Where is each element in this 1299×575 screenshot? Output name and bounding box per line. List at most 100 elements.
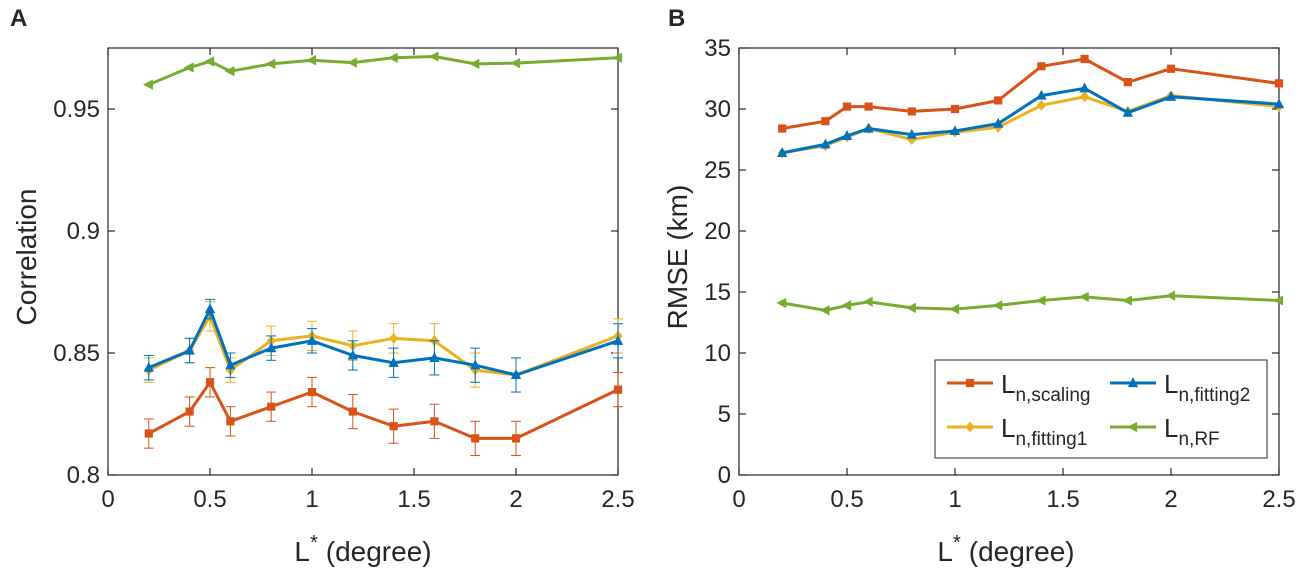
x-tick-label: 2.5 [1262,486,1295,513]
data-point-scaling [307,387,317,397]
series-line-rf [148,55,619,86]
series-line-fitting1 [148,314,619,377]
data-point-scaling [144,429,153,438]
data-point-fitting2 [306,335,318,345]
data-point-scaling [1037,62,1046,71]
y-tick-label: 5 [718,401,731,428]
series-line-fitting2 [781,86,1280,155]
y-tick-label: 0 [718,462,731,489]
axes-box [738,47,1280,476]
y-tick-label: 0.8 [67,462,100,489]
y-tick-label: 15 [704,279,731,306]
data-point-scaling [1123,78,1132,87]
data-point-rf [906,302,916,314]
series-rf [776,290,1284,316]
legend-box [934,359,1268,459]
data-point-rf [992,300,1003,311]
data-point-rf [776,297,787,309]
data-point-scaling [994,96,1003,105]
x-tick-label: 0 [732,486,745,513]
panel-a-xlabel-sup: * [310,532,318,554]
x-tick-label: 2 [509,486,522,513]
data-point-fitting2 [266,342,277,353]
panel-b-ylabel: RMSE (km) [662,185,693,330]
data-point-scaling [205,378,215,387]
x-tick-label: 1.5 [1046,486,1079,513]
legend-marker-scaling [965,378,975,388]
data-point-rf [143,79,153,90]
legend-marker-rf [1127,421,1138,433]
legend-marker-fitting1 [965,421,975,433]
x-tick-label: 0.5 [830,486,863,513]
series-line-fitting2 [148,307,619,377]
legend-entry-rf: Ln,RF [1110,413,1220,450]
data-point-fitting2 [1273,98,1285,109]
data-point-scaling [907,107,916,116]
data-point-scaling [778,124,787,133]
x-tick-label: 0 [101,486,114,513]
legend-entry-fitting1: Ln,fitting1 [947,413,1087,450]
panel-b: B 0 0.5 1 1.5 2 2.5 0 5 10 15 20 25 30 35 RMSE (km) L… [662,5,1296,567]
series-fitting2 [777,82,1285,158]
panel-b-xlabel-text: (degree) [969,536,1075,567]
data-point-rf [183,62,194,73]
x-tick-label: 1.5 [397,486,430,513]
data-point-scaling [1274,79,1284,88]
legend-label-scaling: Ln,scaling [1001,369,1090,406]
x-tick-label: 0.5 [193,486,226,513]
data-point-scaling [348,407,357,416]
data-point-fitting2 [820,138,831,149]
data-point-rf [1122,295,1132,306]
data-point-rf [510,57,521,69]
data-point-fitting2 [388,356,399,367]
y-tick-label: 25 [704,157,731,184]
data-point-rf [862,296,873,307]
data-point-rf [949,303,960,315]
legend-label-fitting2: Ln,fitting2 [1164,369,1250,406]
legend-label-fitting1: Ln,fitting1 [1001,413,1087,450]
data-point-fitting2 [993,117,1004,128]
series-fitting1 [143,301,623,393]
panel-b-xlabel: L* (degree) [937,532,1074,567]
data-point-rf [224,66,235,77]
data-point-fitting2 [777,147,788,158]
legend: Ln,scaling Ln,fitting2 Ln,fitting1 Ln,RF [934,359,1268,459]
data-point-fitting2 [347,349,358,360]
data-point-scaling [389,422,398,431]
x-tick-label: 1 [948,486,961,513]
data-point-rf [1273,295,1284,306]
data-point-scaling [267,402,276,411]
series-fitting2 [143,298,624,393]
legend-entries: Ln,scaling Ln,fitting2 Ln,fitting1 Ln,RF [947,369,1250,450]
data-point-fitting2 [863,122,874,133]
data-point-scaling [613,385,623,394]
data-point-fitting2 [184,344,195,355]
panel-b-xlabel-sup: * [953,532,961,554]
data-point-fitting2 [1079,82,1090,93]
data-point-rf [1165,290,1176,301]
panel-a-ylabel: Correlation [11,189,42,326]
data-point-rf [841,300,852,311]
panel-a-label: A [10,5,27,32]
panel-a-plot: 0 0.5 1 1.5 2 2.5 0.8 0.85 0.9 0.95 [53,47,635,513]
data-point-scaling [864,102,873,111]
data-point-scaling [511,434,521,443]
data-point-fitting1 [1079,91,1090,103]
data-point-rf [265,58,276,70]
series-scaling [143,367,623,456]
x-tick-label: 2 [1164,486,1177,513]
panel-b-xlabel-symbol: L [937,536,953,567]
data-point-scaling [842,102,852,111]
y-tick-label: 20 [704,218,731,245]
panel-a: A 0 0.5 1 1.5 2 2.5 0.8 0.85 0.9 0.95 Correlation… [10,5,635,567]
panel-b-plot: 0 0.5 1 1.5 2 2.5 0 5 10 15 20 25 30 35 [704,35,1295,513]
data-point-rf [1035,295,1046,306]
data-point-fitting2 [204,303,216,314]
data-point-fitting2 [906,128,917,139]
data-point-fitting2 [1122,106,1133,117]
data-point-fitting2 [841,130,853,140]
data-point-rf [819,305,830,316]
data-point-scaling [185,407,194,416]
legend-marker-fitting2 [1127,377,1139,388]
data-point-fitting2 [470,359,481,370]
